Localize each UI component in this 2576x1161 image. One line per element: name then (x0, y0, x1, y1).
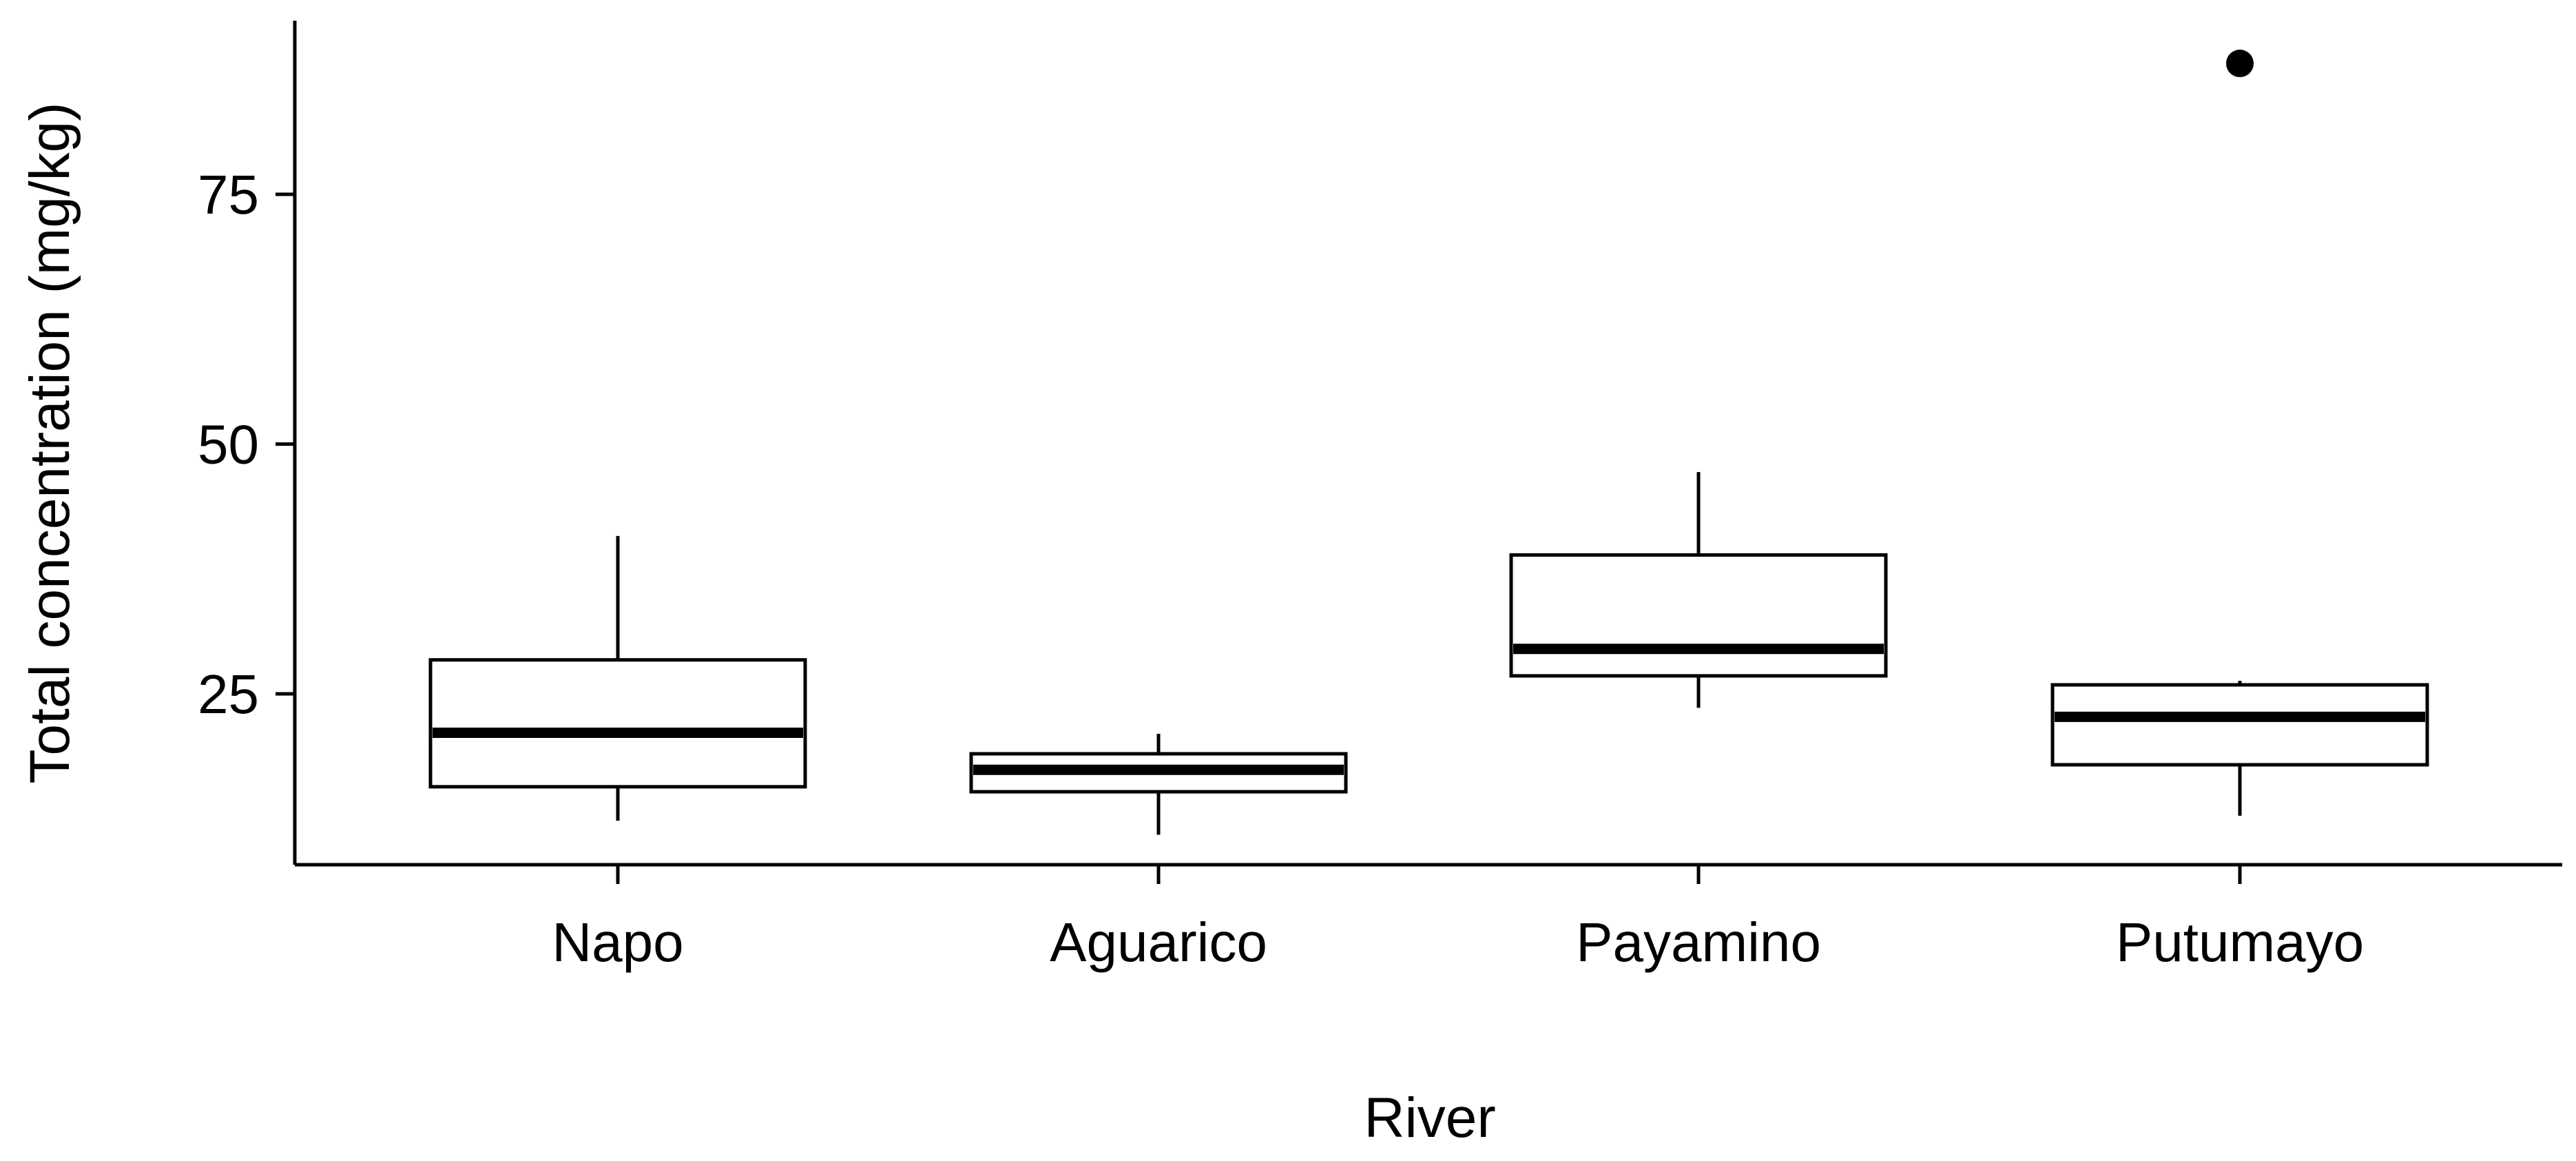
box-putumayo (2050, 50, 2429, 816)
box-aguarico (969, 734, 1348, 835)
iqr-box-payamino (1509, 553, 1888, 678)
x-tick-label-payamino: Payamino (1576, 912, 1821, 973)
iqr-box-napo (428, 658, 807, 789)
boxes-layer (428, 50, 2429, 835)
y-ticks: 25 50 75 (198, 164, 295, 725)
box-napo (428, 535, 807, 821)
outlier-point-putumayo (2226, 50, 2254, 78)
x-tick-label-aguarico: Aguarico (1050, 912, 1267, 973)
x-axis-title: River (1364, 1087, 1495, 1149)
y-axis-title: Total concentration (mg/kg) (19, 102, 81, 783)
x-tick-label-napo: Napo (552, 912, 683, 973)
y-tick-label: 75 (198, 164, 259, 225)
y-tick-label: 25 (198, 664, 259, 725)
x-tick-label-putumayo: Putumayo (2116, 912, 2364, 973)
box-payamino (1509, 472, 1888, 708)
iqr-box-putumayo (2050, 683, 2429, 767)
y-tick-label: 50 (198, 414, 259, 475)
x-ticks: Napo Aguarico Payamino Putumayo (552, 865, 2364, 973)
